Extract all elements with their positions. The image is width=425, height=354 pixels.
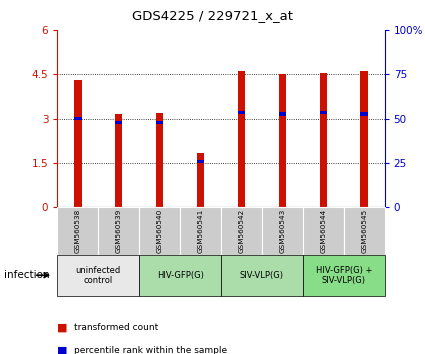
Text: percentile rank within the sample: percentile rank within the sample	[74, 346, 227, 354]
Text: SIV-VLP(G): SIV-VLP(G)	[240, 271, 284, 280]
Bar	[279, 74, 286, 207]
Text: GSM560543: GSM560543	[279, 209, 285, 253]
Bar	[221, 207, 262, 255]
Bar	[344, 207, 385, 255]
Text: GDS4225 / 229721_x_at: GDS4225 / 229721_x_at	[132, 9, 293, 22]
Text: ■: ■	[57, 322, 68, 332]
Bar	[139, 207, 180, 255]
Text: GSM560545: GSM560545	[361, 209, 367, 253]
Bar	[115, 121, 122, 124]
Bar	[57, 207, 98, 255]
Bar	[303, 207, 344, 255]
Bar	[98, 207, 139, 255]
Bar	[238, 111, 245, 114]
Bar	[74, 117, 82, 120]
Bar	[180, 207, 221, 255]
Text: GSM560538: GSM560538	[75, 209, 81, 253]
Text: infection: infection	[4, 270, 50, 280]
Text: ■: ■	[57, 346, 68, 354]
Bar	[156, 121, 163, 124]
Bar	[238, 72, 245, 207]
Text: HIV-GFP(G): HIV-GFP(G)	[157, 271, 204, 280]
Bar	[360, 72, 368, 207]
Bar	[74, 80, 82, 207]
Bar	[320, 73, 327, 207]
Bar	[303, 255, 385, 296]
Bar	[279, 113, 286, 116]
Text: uninfected
control: uninfected control	[76, 266, 121, 285]
Bar	[320, 111, 327, 114]
Bar	[262, 207, 303, 255]
Text: GSM560541: GSM560541	[198, 209, 204, 253]
Bar	[139, 255, 221, 296]
Bar	[221, 255, 303, 296]
Text: transformed count: transformed count	[74, 323, 159, 332]
Text: GSM560542: GSM560542	[238, 209, 244, 253]
Text: GSM560544: GSM560544	[320, 209, 326, 253]
Bar	[156, 113, 163, 207]
Text: GSM560539: GSM560539	[116, 209, 122, 253]
Text: HIV-GFP(G) +
SIV-VLP(G): HIV-GFP(G) + SIV-VLP(G)	[315, 266, 372, 285]
Text: GSM560540: GSM560540	[157, 209, 163, 253]
Bar	[57, 255, 139, 296]
Bar	[360, 113, 368, 116]
Bar	[115, 114, 122, 207]
Bar	[197, 153, 204, 207]
Bar	[197, 160, 204, 163]
